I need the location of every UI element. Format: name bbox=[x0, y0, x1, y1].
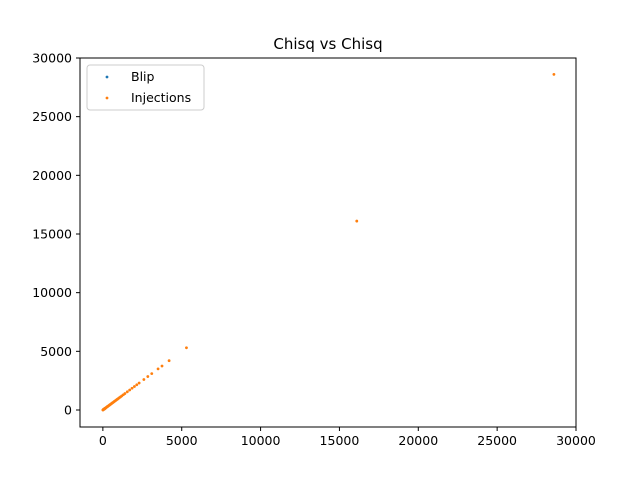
x-tick-label: 20000 bbox=[398, 433, 438, 448]
point-injections bbox=[142, 378, 146, 381]
legend-marker-blip bbox=[105, 75, 109, 79]
point-injections bbox=[167, 359, 171, 363]
point-injections bbox=[123, 392, 127, 395]
legend-marker-injections bbox=[105, 96, 109, 100]
y-tick-label: 30000 bbox=[32, 51, 72, 66]
x-tick-label: 30000 bbox=[556, 433, 596, 448]
x-tick-label: 10000 bbox=[241, 433, 281, 448]
y-tick-label: 20000 bbox=[32, 168, 72, 183]
y-tick-label: 5000 bbox=[40, 344, 72, 359]
chart-title: Chisq vs Chisq bbox=[273, 35, 382, 53]
y-tick-label: 15000 bbox=[32, 226, 72, 241]
legend-label-blip: Blip bbox=[131, 69, 155, 84]
y-tick-label: 25000 bbox=[32, 109, 72, 124]
point-injections bbox=[552, 73, 556, 76]
point-injections bbox=[156, 367, 160, 371]
point-injections bbox=[125, 390, 129, 394]
data-points bbox=[101, 73, 556, 412]
point-injections bbox=[135, 383, 139, 387]
legend: Blip Injections bbox=[86, 64, 205, 111]
point-injections bbox=[185, 346, 188, 350]
point-injections bbox=[150, 372, 154, 376]
y-axis: 0 5000 10000 15000 20000 25000 30000 bbox=[32, 51, 80, 417]
legend-box bbox=[86, 64, 205, 111]
legend-label-injections: Injections bbox=[131, 90, 191, 105]
point-injections bbox=[137, 381, 141, 385]
point-injections bbox=[128, 388, 132, 392]
y-tick-label: 10000 bbox=[32, 285, 72, 300]
point-injections bbox=[133, 385, 136, 388]
point-injections bbox=[146, 375, 150, 378]
x-tick-label: 15000 bbox=[320, 433, 360, 448]
axes-frame bbox=[79, 57, 577, 428]
x-tick-label: 5000 bbox=[166, 433, 198, 448]
x-tick-label: 0 bbox=[99, 433, 107, 448]
point-injections bbox=[130, 386, 134, 390]
point-injections bbox=[160, 364, 164, 368]
x-axis: 0 5000 10000 15000 20000 25000 30000 bbox=[99, 427, 596, 448]
x-tick-label: 25000 bbox=[477, 433, 517, 448]
y-tick-label: 0 bbox=[64, 402, 72, 417]
point-injections bbox=[355, 219, 359, 223]
